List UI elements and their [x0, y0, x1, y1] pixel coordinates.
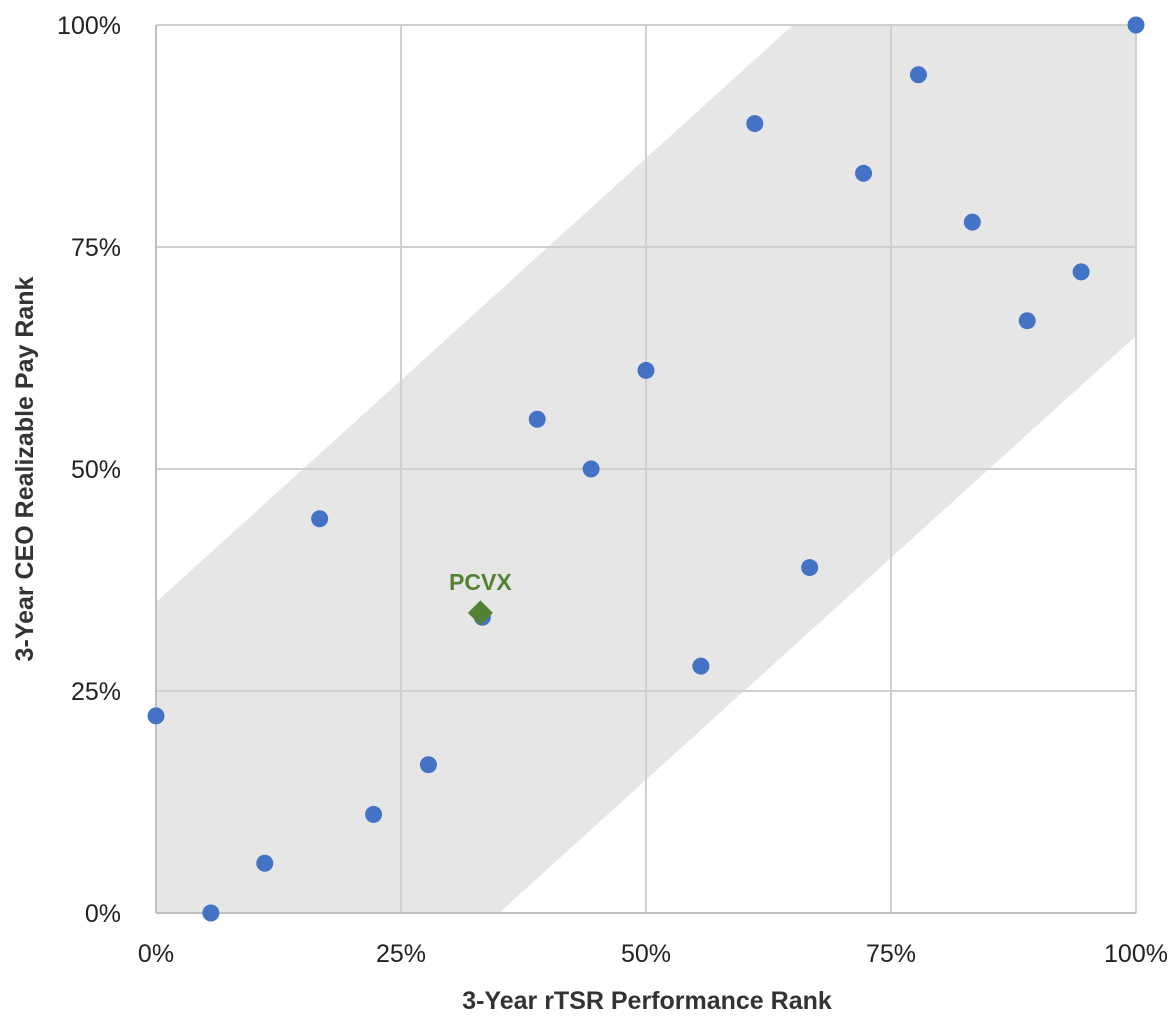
scatter-point — [365, 805, 383, 823]
scatter-point — [419, 756, 437, 774]
data-points — [147, 16, 1145, 922]
scatter-point — [202, 904, 220, 922]
x-tick-label: 0% — [138, 940, 174, 968]
scatter-point — [311, 510, 329, 528]
y-tick-label: 0% — [85, 900, 121, 928]
scatter-point — [1018, 312, 1036, 330]
y-tick-label: 75% — [71, 234, 121, 262]
highlight-point: PCVX — [449, 569, 512, 626]
scatter-point — [582, 460, 600, 478]
scatter-point — [1072, 263, 1090, 281]
y-tick-label: 25% — [71, 678, 121, 706]
scatter-point — [855, 164, 873, 182]
x-tick-label: 50% — [621, 940, 671, 968]
pcvx-label: PCVX — [449, 569, 512, 595]
scatter-point — [1127, 16, 1145, 34]
x-tick-label: 100% — [1104, 940, 1168, 968]
scatter-point — [746, 115, 764, 133]
scatter-point — [909, 66, 927, 84]
scatter-point — [963, 213, 981, 231]
y-tick-label: 50% — [71, 456, 121, 484]
x-axis-title: 3-Year rTSR Performance Rank — [462, 987, 832, 1015]
tick-labels: 0% 25% 50% 75% 100% 0% 25% 50% 75% 100% — [57, 12, 1168, 968]
scatter-point — [692, 657, 710, 675]
gridlines — [155, 24, 1137, 914]
pcvx-diamond-marker — [467, 600, 493, 626]
scatter-point — [147, 707, 165, 725]
scatter-point — [637, 361, 655, 379]
x-tick-label: 25% — [376, 940, 426, 968]
scatter-point — [256, 854, 274, 872]
x-tick-label: 75% — [866, 940, 916, 968]
y-axis-title: 3-Year CEO Realizable Pay Rank — [11, 276, 39, 661]
scatter-point — [528, 410, 546, 428]
y-tick-label: 100% — [57, 12, 121, 40]
scatter-point — [801, 559, 819, 577]
